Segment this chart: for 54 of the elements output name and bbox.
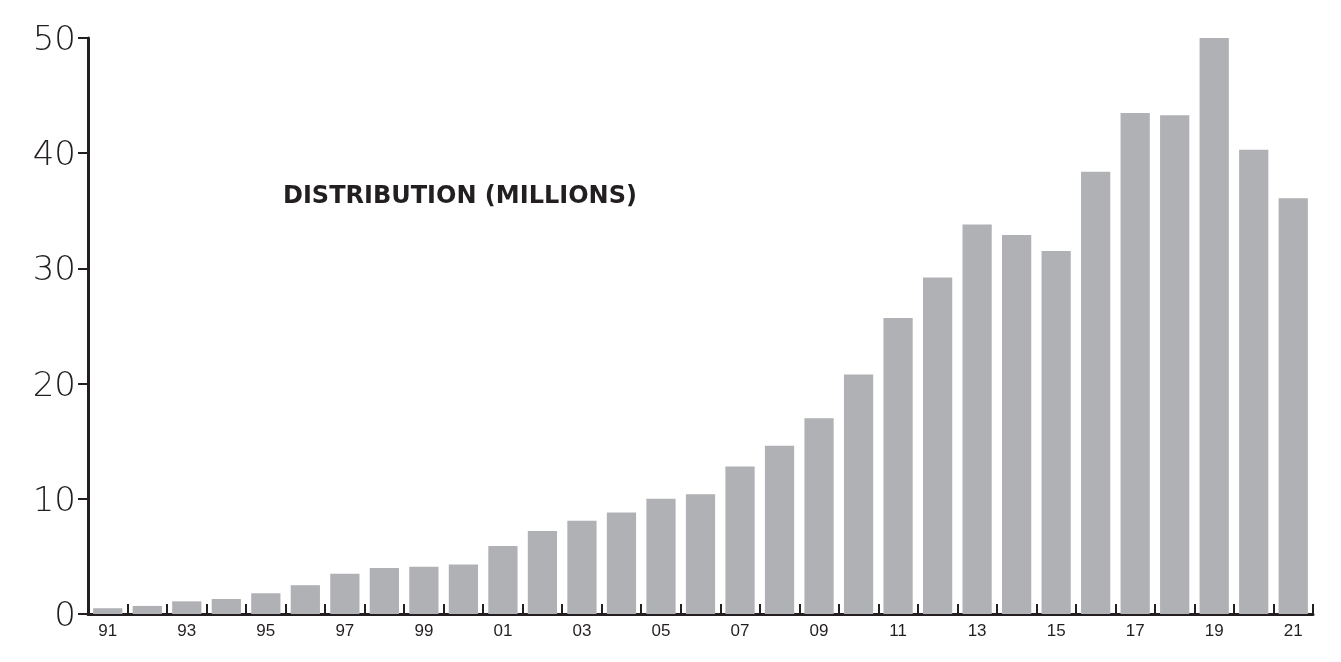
bar: [764, 445, 795, 614]
bar: [488, 546, 518, 614]
y-tick-label: 50: [32, 18, 76, 58]
bar: [725, 466, 755, 614]
bar: [685, 494, 716, 614]
x-tick-label: 15: [1046, 621, 1066, 640]
bar: [804, 418, 834, 614]
bar: [369, 567, 399, 614]
bar: [132, 605, 162, 614]
bar: [1199, 38, 1229, 614]
x-tick-label: 03: [572, 621, 592, 640]
bar: [1239, 149, 1269, 614]
bar: [843, 374, 874, 614]
bar: [1278, 198, 1308, 614]
x-tick-label: 19: [1204, 621, 1224, 640]
y-tick-label: 40: [32, 133, 76, 174]
x-tick-label: 91: [98, 621, 118, 640]
x-tick-label: 21: [1283, 621, 1303, 640]
x-tick-label: 05: [651, 621, 671, 640]
bar: [883, 317, 913, 614]
bar: [527, 531, 558, 614]
x-tick-label: 09: [809, 621, 829, 640]
x-tick-label: 13: [967, 621, 987, 640]
x-tick-label: 97: [335, 621, 355, 640]
bar: [409, 566, 439, 614]
x-tick-label: 95: [256, 621, 276, 640]
bar: [922, 277, 953, 614]
bar: [646, 498, 676, 614]
y-tick-label: 10: [32, 478, 76, 519]
bar: [1002, 234, 1032, 614]
x-tick-label: 99: [414, 621, 434, 640]
text: DISTRIBUTION (MILLIONS): [283, 181, 637, 209]
bar: [93, 608, 123, 614]
bar: [290, 585, 320, 614]
bar: [1120, 112, 1150, 614]
bar: [1041, 251, 1071, 614]
bar: [962, 224, 992, 614]
bar: [172, 601, 202, 614]
y-tick-label: 20: [32, 363, 76, 404]
bar: [448, 564, 479, 614]
x-tick-label: 11: [889, 621, 907, 640]
y-tick-label: 30: [32, 248, 76, 289]
x-tick-label: 01: [493, 621, 513, 640]
x-tick-label: 93: [177, 621, 197, 640]
bar: [606, 512, 637, 614]
bar: [211, 599, 241, 614]
bar: [1160, 115, 1190, 614]
bar: [251, 593, 281, 614]
x-tick-label: 07: [730, 621, 750, 640]
y-tick-label: 0: [54, 594, 76, 634]
bar: [330, 573, 360, 614]
x-tick-label: 17: [1125, 621, 1145, 640]
bar: [567, 520, 597, 614]
bar: [1081, 171, 1111, 614]
